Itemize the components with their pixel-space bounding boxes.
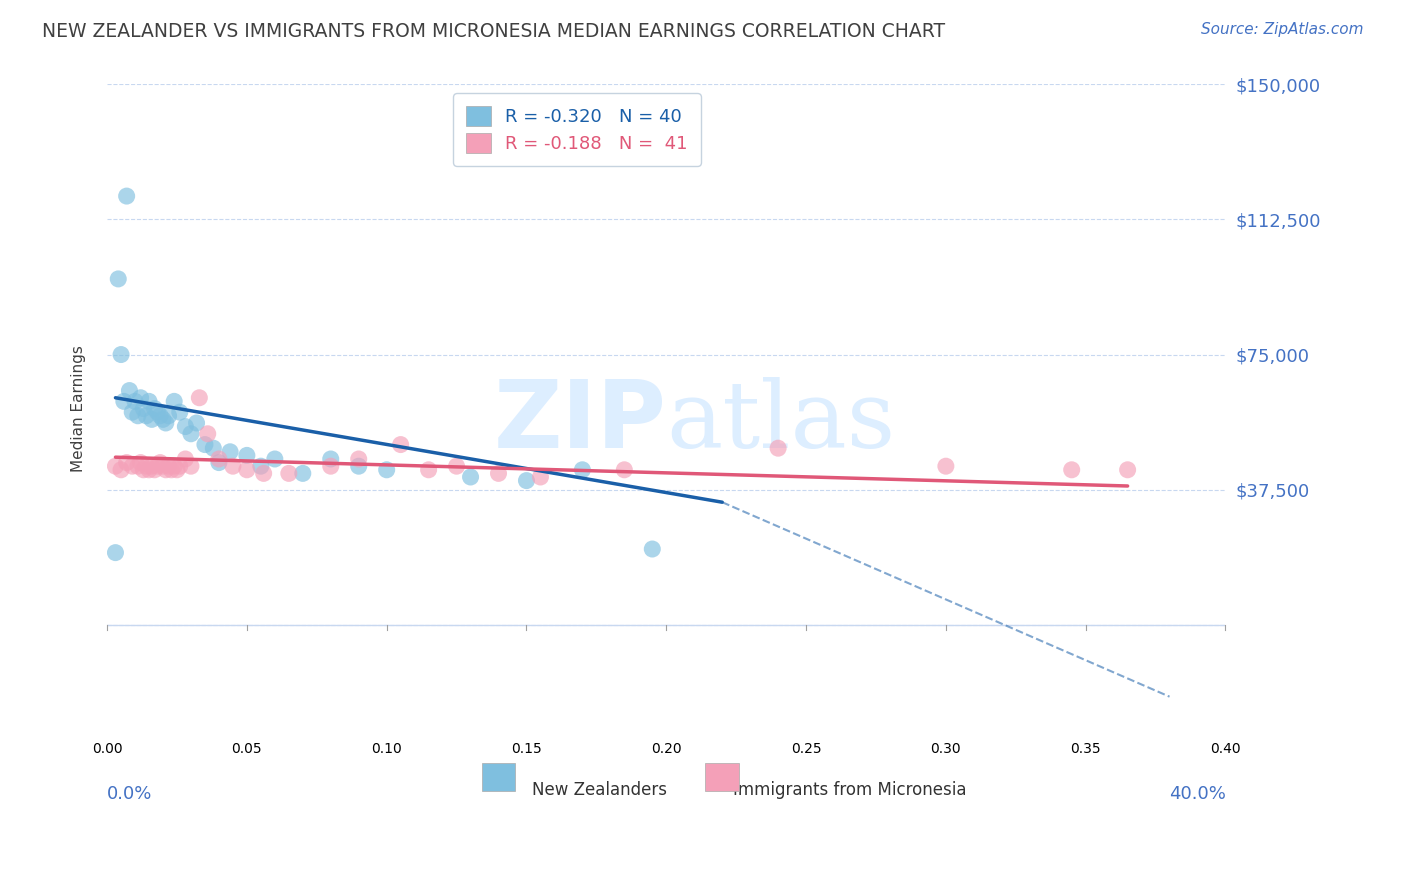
FancyBboxPatch shape — [706, 763, 740, 791]
Text: 0.0%: 0.0% — [107, 785, 152, 803]
FancyBboxPatch shape — [482, 763, 515, 791]
Point — [169, 405, 191, 419]
Point — [236, 463, 259, 477]
Point — [375, 463, 398, 477]
Point — [347, 452, 370, 467]
Point — [613, 463, 636, 477]
Point — [138, 394, 160, 409]
Point — [143, 401, 166, 416]
Point — [222, 459, 245, 474]
Point — [127, 459, 149, 474]
Point — [935, 459, 957, 474]
Point — [129, 456, 152, 470]
Point — [163, 459, 186, 474]
Text: atlas: atlas — [666, 376, 896, 467]
Point — [160, 463, 183, 477]
Point — [146, 459, 169, 474]
Point — [460, 470, 482, 484]
Point — [169, 459, 191, 474]
Text: ZIP: ZIP — [494, 376, 666, 467]
Point — [174, 452, 197, 467]
Point — [104, 459, 127, 474]
Point — [155, 463, 177, 477]
Point — [418, 463, 440, 477]
Point — [138, 463, 160, 477]
Point — [149, 456, 172, 470]
Point — [115, 456, 138, 470]
Y-axis label: Median Earnings: Median Earnings — [72, 345, 86, 472]
Point — [121, 459, 143, 474]
Point — [155, 416, 177, 430]
Point — [180, 459, 202, 474]
Point — [115, 189, 138, 203]
Point — [188, 391, 211, 405]
Point — [202, 441, 225, 455]
Point — [135, 409, 157, 423]
Point — [107, 272, 129, 286]
Point — [124, 394, 146, 409]
Legend: R = -0.320   N = 40, R = -0.188   N =  41: R = -0.320 N = 40, R = -0.188 N = 41 — [453, 94, 700, 166]
Point — [166, 463, 188, 477]
Point — [194, 437, 217, 451]
Point — [319, 452, 342, 467]
Point — [121, 405, 143, 419]
Point — [446, 459, 468, 474]
Point — [291, 467, 314, 481]
Point — [529, 470, 551, 484]
Point — [157, 459, 180, 474]
Point — [135, 459, 157, 474]
Point — [515, 474, 537, 488]
Point — [118, 384, 141, 398]
Point — [149, 409, 172, 423]
Point — [180, 426, 202, 441]
Point — [129, 391, 152, 405]
Point — [132, 401, 155, 416]
Text: New Zealanders: New Zealanders — [531, 781, 666, 799]
Point — [141, 459, 163, 474]
Point — [186, 416, 208, 430]
Point — [112, 394, 135, 409]
Point — [197, 426, 219, 441]
Point — [110, 347, 132, 361]
Point — [1116, 463, 1139, 477]
Point — [110, 463, 132, 477]
Point — [174, 419, 197, 434]
Point — [766, 441, 789, 455]
Point — [208, 452, 231, 467]
Point — [488, 467, 510, 481]
Point — [641, 541, 664, 556]
Text: 40.0%: 40.0% — [1168, 785, 1226, 803]
Point — [141, 412, 163, 426]
Point — [163, 394, 186, 409]
Point — [236, 449, 259, 463]
Point — [347, 459, 370, 474]
Point — [146, 405, 169, 419]
Point — [219, 444, 242, 458]
Point — [152, 412, 174, 426]
Point — [152, 459, 174, 474]
Point — [143, 463, 166, 477]
Point — [104, 546, 127, 560]
Point — [277, 467, 299, 481]
Point — [263, 452, 285, 467]
Point — [208, 456, 231, 470]
Point — [1060, 463, 1083, 477]
Point — [132, 463, 155, 477]
Point — [127, 409, 149, 423]
Text: Source: ZipAtlas.com: Source: ZipAtlas.com — [1201, 22, 1364, 37]
Point — [157, 409, 180, 423]
Point — [250, 459, 273, 474]
Point — [389, 437, 412, 451]
Text: Immigrants from Micronesia: Immigrants from Micronesia — [734, 781, 967, 799]
Point — [571, 463, 593, 477]
Text: NEW ZEALANDER VS IMMIGRANTS FROM MICRONESIA MEDIAN EARNINGS CORRELATION CHART: NEW ZEALANDER VS IMMIGRANTS FROM MICRONE… — [42, 22, 945, 41]
Point — [253, 467, 276, 481]
Point — [319, 459, 342, 474]
